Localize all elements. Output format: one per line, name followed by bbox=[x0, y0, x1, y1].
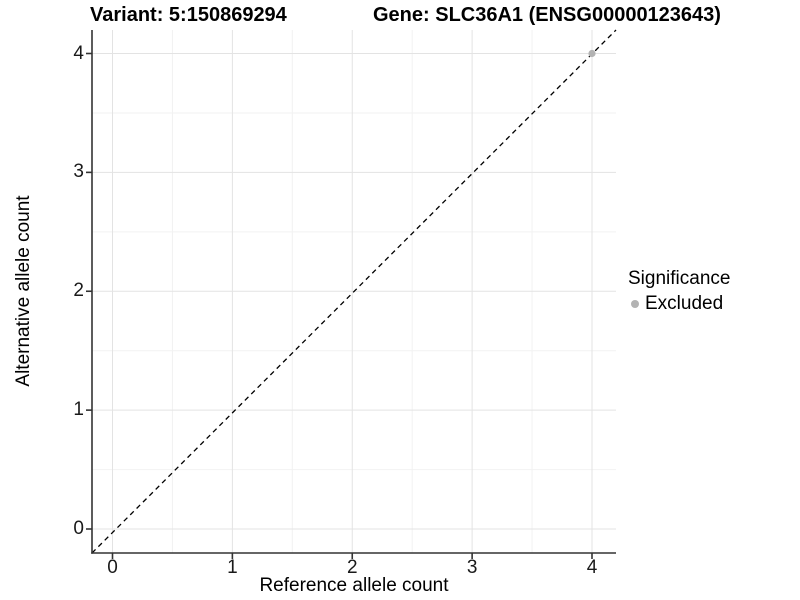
legend-title: Significance bbox=[628, 268, 731, 289]
x-tick-label: 4 bbox=[586, 557, 598, 578]
x-tick-label: 0 bbox=[107, 557, 118, 578]
legend-entry-label: Excluded bbox=[645, 293, 724, 314]
plot-title-variant: Variant: 5:150869294 bbox=[90, 4, 287, 26]
y-tick-label: 1 bbox=[73, 399, 84, 421]
plot-title-gene: Gene: SLC36A1 (ENSG00000123643) bbox=[373, 4, 721, 26]
x-tick-label: 2 bbox=[346, 557, 358, 578]
x-tick-label: 1 bbox=[227, 557, 238, 578]
excluded-marker-icon bbox=[631, 300, 639, 308]
y-tick-label: 0 bbox=[73, 518, 84, 539]
y-tick-label: 2 bbox=[73, 280, 84, 302]
legend: Significance Excluded bbox=[628, 268, 730, 315]
x-tick-label: 3 bbox=[466, 557, 478, 578]
identity-line bbox=[91, 29, 617, 554]
data-point bbox=[588, 49, 596, 58]
y-axis-label: Alternative allele count bbox=[13, 195, 34, 387]
y-tick-label: 4 bbox=[73, 42, 84, 64]
y-tick-label: 3 bbox=[73, 161, 84, 183]
legend-entry-excluded: Excluded bbox=[628, 293, 730, 315]
x-axis-label: Reference allele count bbox=[259, 575, 449, 596]
